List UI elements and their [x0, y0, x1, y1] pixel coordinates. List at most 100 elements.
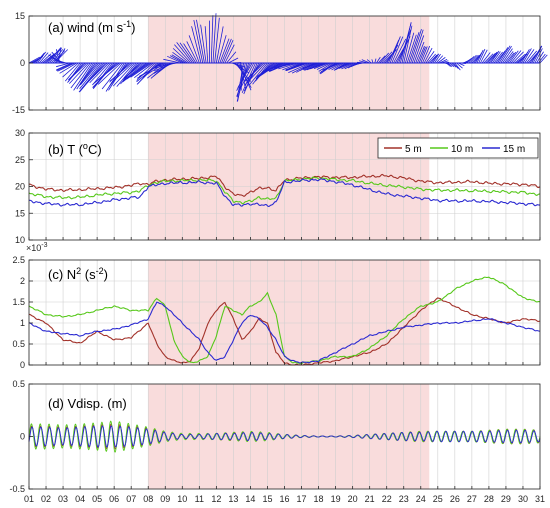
panel-a-wind-vector — [282, 62, 300, 71]
panel-a-wind-vector — [85, 62, 108, 85]
panel-a-wind-vector — [286, 62, 309, 71]
panel-a-wind-vector — [476, 49, 484, 64]
panel-a-wind-vector — [163, 58, 181, 64]
panel-a-wind-vector — [224, 44, 235, 64]
panel-a-wind-vector — [285, 62, 307, 71]
panel-a-wind-vector — [415, 41, 425, 64]
panel-b-title: (b) T (oC) — [48, 141, 102, 157]
panel-a-wind-vector — [122, 62, 146, 82]
panel-a-wind-vector — [237, 62, 253, 88]
panel-a-wind-vector — [379, 52, 390, 64]
panel-a-wind-vector — [434, 53, 441, 64]
x-tick-label-26: 26 — [450, 494, 460, 504]
panel-a-wind-vector — [238, 62, 252, 91]
panel-a-wind-vector — [491, 51, 501, 64]
panel-a-wind-vector — [341, 62, 355, 70]
panel-a-wind-vector — [172, 48, 190, 64]
panel-a-wind-vector — [410, 28, 422, 64]
x-tick-label-15: 15 — [262, 494, 272, 504]
x-tick-label-17: 17 — [297, 494, 307, 504]
panel-c-title: (c) N2 (s-2) — [48, 266, 108, 282]
x-tick-label-13: 13 — [228, 494, 238, 504]
panel-d-ytick-label-2: 0.5 — [12, 379, 25, 389]
panel-a-wind-vector — [193, 19, 204, 64]
panel-a-wind-vector — [447, 62, 453, 67]
panel-a-wind-vector — [420, 46, 428, 64]
panel-a-wind-vector — [503, 51, 514, 64]
panel-a-wind-vector — [495, 50, 506, 64]
panel-a-wind-vector — [196, 19, 205, 64]
panel-a-wind-vector — [172, 52, 188, 64]
panel-a-wind-vector — [524, 49, 535, 64]
panel-a-wind-vector — [381, 51, 393, 64]
panel-a-wind-vector — [449, 62, 455, 67]
panel-a-wind-vector — [73, 62, 93, 91]
panel-a-wind-vector — [458, 62, 465, 67]
panel-b-ytick-label-2: 20 — [15, 182, 25, 192]
panel-a-wind-vector — [522, 48, 532, 64]
panel-a-wind-vector — [38, 52, 49, 64]
panel-c-ytick-label-0: 0 — [20, 360, 25, 370]
legend-box — [377, 137, 539, 159]
panel-a-wind-vector — [186, 41, 198, 64]
panel-b-ytick-label-1: 15 — [15, 208, 25, 218]
x-tick-label-21: 21 — [365, 494, 375, 504]
panel-a-wind-vector — [376, 56, 381, 64]
panel-a-wind-vector — [246, 62, 267, 84]
panel-d-series-15m — [28, 425, 541, 448]
panel-a-wind-vector — [70, 62, 91, 89]
panel-a-wind-vector — [493, 51, 503, 64]
x-tick-label-31: 31 — [535, 494, 545, 504]
legend-label-5m: 5 m — [405, 144, 422, 155]
panel-a-wind-vector — [510, 50, 522, 64]
panel-a-wind-vector — [183, 43, 197, 64]
panel-a-wind-vector — [56, 62, 74, 71]
panel-a-wind-vector — [97, 62, 122, 85]
panel-a-wind-vector — [357, 61, 367, 64]
panel-a-wind-vector — [452, 62, 459, 69]
x-tick-label-19: 19 — [331, 494, 341, 504]
panel-a-wind-vector — [505, 52, 515, 64]
panel-a-wind-vector — [361, 59, 370, 64]
panel-a-wind-vector — [430, 54, 438, 64]
panel-a-wind-vector — [480, 49, 488, 64]
panel-a-wind-vector — [42, 53, 55, 64]
panel-a-wind-vector — [478, 48, 486, 64]
x-tick-label-01: 01 — [24, 494, 34, 504]
panel-a-wind-vector — [134, 62, 154, 78]
panel-a-wind-vector — [136, 62, 156, 81]
panel-a-wind-vector — [481, 52, 491, 64]
panel-a-wind-vector — [68, 62, 86, 81]
panel-b-ytick-label-0: 10 — [15, 235, 25, 245]
panel-a-wind-vector — [485, 53, 496, 64]
panel-a-wind-vector — [214, 17, 220, 64]
panel-a-wind-vector — [403, 25, 413, 64]
x-tick-label-25: 25 — [433, 494, 443, 504]
x-tick-label-29: 29 — [501, 494, 511, 504]
panel-a-wind-vector — [393, 38, 407, 64]
panel-a-wind-vector — [316, 62, 331, 70]
panel-a-wind-vector — [537, 53, 546, 64]
panel-a-wind-vector — [156, 62, 178, 67]
panel-a-wind-vector — [377, 55, 386, 64]
panel-c-ytick-label-2: 1 — [20, 318, 25, 328]
panel-a-wind-vector — [80, 62, 100, 86]
panel-a-wind-vector — [68, 62, 88, 81]
panel-a-wind-vector — [514, 53, 526, 64]
x-tick-label-28: 28 — [484, 494, 494, 504]
panel-c-exponent: ×10-3 — [26, 242, 48, 253]
panel-a-wind-vector — [371, 59, 374, 64]
panel-a-wind-vector — [222, 39, 234, 64]
panel-a-title: (a) wind (m s-1) — [48, 19, 135, 35]
x-tick-label-10: 10 — [177, 494, 187, 504]
panel-a-wind-vector — [92, 62, 112, 86]
panel-a-wind-vector — [65, 62, 81, 82]
panel-a-wind-vector — [456, 62, 463, 69]
panel-a-wind-vector — [428, 54, 438, 64]
panel-c-ytick-label-1: 0.5 — [12, 339, 25, 349]
panel-a-wind-vector — [191, 26, 202, 64]
panel-a-wind-vector — [57, 62, 76, 72]
x-tick-label-27: 27 — [467, 494, 477, 504]
panel-a-wind-vector — [264, 62, 285, 72]
x-tick-label-04: 04 — [75, 494, 85, 504]
